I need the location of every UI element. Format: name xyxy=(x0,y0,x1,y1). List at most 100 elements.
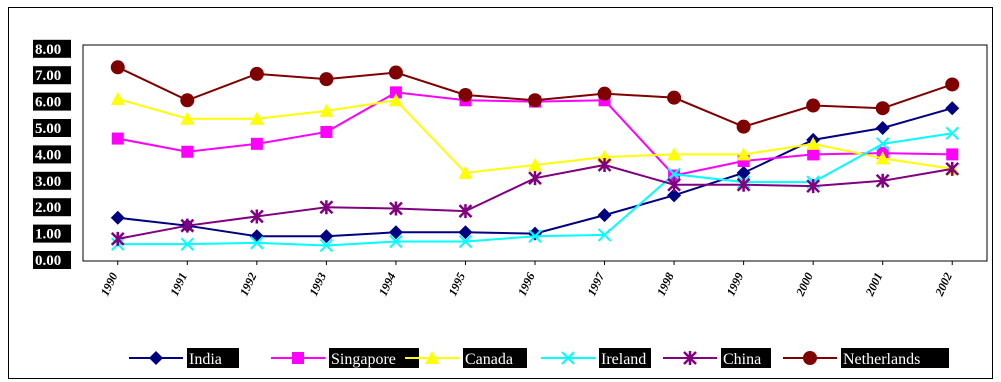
data-point xyxy=(458,165,473,179)
data-point xyxy=(875,151,890,165)
y-tick-label: 8.00 xyxy=(33,39,71,58)
data-point xyxy=(597,86,612,101)
data-point xyxy=(180,237,195,251)
data-point xyxy=(945,161,960,176)
data-point xyxy=(319,238,334,253)
data-point xyxy=(736,177,751,192)
svg-text:1.00: 1.00 xyxy=(35,227,61,243)
data-point xyxy=(667,177,681,192)
legend-item-singapore: Singapore xyxy=(271,348,419,368)
data-point xyxy=(249,66,264,81)
x-tick-label: 1999 xyxy=(724,261,746,298)
y-tick-label: 4.00 xyxy=(33,145,71,164)
data-point xyxy=(319,72,334,87)
data-point xyxy=(667,188,682,203)
data-point xyxy=(945,101,960,116)
x-tick-label: 2000 xyxy=(793,261,816,299)
data-point xyxy=(683,351,697,365)
data-point xyxy=(389,86,402,99)
data-point xyxy=(110,91,125,105)
x-tick-label: 1997 xyxy=(584,261,608,298)
data-point xyxy=(180,93,195,108)
data-point xyxy=(250,137,263,150)
data-point xyxy=(736,147,751,161)
x-tick-label: 1990 xyxy=(98,261,121,298)
x-tick-label: 2002 xyxy=(932,261,955,299)
data-point xyxy=(806,136,821,150)
data-point xyxy=(320,125,333,138)
x-tick-label: 1993 xyxy=(306,261,329,298)
data-point xyxy=(597,208,612,223)
y-tick-label: 0.00 xyxy=(33,251,71,269)
data-point xyxy=(875,137,890,151)
data-point xyxy=(292,352,304,364)
x-tick-label: 2001 xyxy=(862,261,885,299)
legend-item-netherlands: Netherlands xyxy=(783,348,949,368)
x-tick-label: 1992 xyxy=(237,261,260,298)
svg-text:1994: 1994 xyxy=(376,270,399,298)
svg-text:8.00: 8.00 xyxy=(35,42,61,58)
data-point xyxy=(458,225,473,240)
svg-text:1990: 1990 xyxy=(98,270,121,298)
svg-text:2.00: 2.00 xyxy=(35,200,61,216)
legend-item-ireland: Ireland xyxy=(541,348,651,368)
legend-label: Singapore xyxy=(331,351,396,368)
data-point xyxy=(389,201,403,216)
data-point xyxy=(597,157,612,172)
svg-text:2002: 2002 xyxy=(932,270,955,299)
svg-text:1992: 1992 xyxy=(237,270,260,298)
data-point xyxy=(458,204,473,219)
series-canada xyxy=(110,91,960,179)
data-point xyxy=(425,351,439,364)
svg-text:1991: 1991 xyxy=(167,270,190,298)
data-point xyxy=(807,148,820,161)
data-point xyxy=(389,234,403,249)
data-point xyxy=(561,351,575,365)
x-tick-label: 1995 xyxy=(445,261,468,298)
svg-text:2000: 2000 xyxy=(793,270,816,299)
chart-frame: 0.00 1.00 2.00 3.00 4.00 5.00 6.00 7.00 8.00 199… xyxy=(8,7,993,379)
svg-text:1997: 1997 xyxy=(584,269,607,298)
data-point xyxy=(528,157,542,171)
svg-text:7.00: 7.00 xyxy=(35,68,61,84)
data-point xyxy=(875,101,890,116)
series-layer xyxy=(110,60,960,253)
data-point xyxy=(736,119,751,134)
y-tick-label: 1.00 xyxy=(33,224,71,243)
legend-item-india: India xyxy=(129,348,239,368)
y-tick-label: 3.00 xyxy=(33,171,71,190)
svg-text:6.00: 6.00 xyxy=(35,95,61,111)
data-point xyxy=(597,228,612,242)
y-tick-label: 6.00 xyxy=(33,92,71,111)
svg-text:4.00: 4.00 xyxy=(35,147,61,163)
data-point xyxy=(111,132,124,145)
data-point xyxy=(250,236,264,250)
data-point xyxy=(875,121,890,135)
data-point xyxy=(875,173,890,188)
svg-text:2001: 2001 xyxy=(862,270,885,299)
legend-item-canada: Canada xyxy=(405,348,527,368)
data-point xyxy=(945,126,959,140)
y-tick-label: 7.00 xyxy=(33,66,71,85)
x-tick-label: 1998 xyxy=(654,261,677,298)
legend-item-china: China xyxy=(663,348,771,368)
series-netherlands xyxy=(110,60,960,134)
legend-label: India xyxy=(189,351,222,368)
x-tick-label: 1991 xyxy=(167,261,190,298)
data-point xyxy=(667,167,681,181)
legend-label: Ireland xyxy=(601,351,646,368)
data-point xyxy=(319,103,334,117)
data-point xyxy=(806,179,821,194)
data-point xyxy=(319,200,334,215)
data-point xyxy=(458,234,473,249)
data-point xyxy=(458,88,473,102)
data-point xyxy=(181,145,194,158)
legend-label: Canada xyxy=(465,351,513,368)
data-point xyxy=(667,147,682,161)
data-point xyxy=(388,65,403,80)
x-axis-ticks: 1990 1991 1992 1993 1994 1995 1996 1997 1998 1999… xyxy=(98,261,955,299)
data-point xyxy=(249,111,264,125)
svg-text:0.00: 0.00 xyxy=(35,253,61,269)
svg-text:3.00: 3.00 xyxy=(35,174,61,190)
data-point xyxy=(803,351,817,365)
